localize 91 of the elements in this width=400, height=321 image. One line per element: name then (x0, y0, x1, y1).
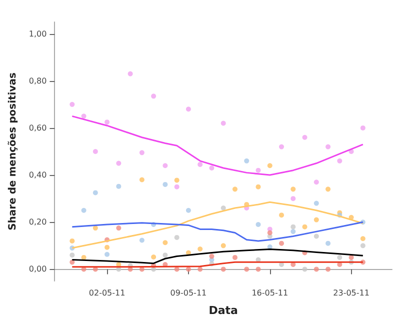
point (314, 266, 319, 272)
point (290, 224, 296, 230)
point (92, 190, 98, 196)
point (151, 94, 156, 99)
point (220, 266, 226, 272)
x-tick-label: 16-05-11 (252, 288, 288, 298)
point (162, 163, 168, 168)
point (256, 222, 261, 227)
y-tick-label: 0,00 (28, 264, 47, 274)
point (290, 186, 296, 192)
point (186, 266, 191, 272)
point (302, 266, 308, 272)
point (267, 163, 272, 168)
y-tick-label: 0,40 (28, 170, 47, 180)
point (209, 254, 214, 259)
point (232, 186, 238, 192)
y-tick-label: 1,00 (28, 29, 47, 38)
line-series (71, 221, 364, 242)
point (256, 266, 261, 272)
y-axis-title: Share de menções positivas (8, 72, 18, 230)
point (104, 244, 110, 250)
point (326, 186, 331, 192)
point (70, 260, 75, 265)
point (81, 254, 86, 260)
point (116, 226, 122, 231)
point (139, 238, 144, 243)
line-series (71, 201, 364, 249)
point (290, 196, 296, 202)
point (162, 240, 168, 246)
point (198, 246, 203, 252)
point (70, 102, 75, 107)
point (314, 180, 319, 185)
point (151, 254, 156, 260)
x-tick-label: 09-05-11 (170, 288, 207, 298)
point (162, 182, 168, 187)
point (314, 200, 319, 206)
x-tick-label: 23-05-11 (333, 288, 370, 298)
point (81, 208, 86, 213)
x-axis-title: Data (208, 304, 238, 317)
point (162, 252, 168, 258)
point (314, 234, 319, 239)
point (360, 243, 366, 248)
point (70, 238, 75, 244)
y-tick-label: 0,80 (28, 76, 47, 86)
point (337, 158, 342, 164)
point (209, 165, 214, 170)
point (326, 144, 331, 150)
point (220, 243, 226, 248)
point (326, 266, 331, 272)
point (360, 236, 366, 242)
point (290, 229, 296, 234)
point (244, 158, 250, 164)
point (326, 240, 331, 246)
point (139, 150, 144, 156)
point (279, 240, 284, 246)
point (198, 162, 203, 167)
point (174, 234, 180, 240)
point (302, 224, 308, 230)
point (116, 184, 122, 189)
point (186, 106, 191, 112)
point (70, 252, 75, 258)
point (198, 266, 203, 272)
point (314, 217, 319, 222)
point (81, 114, 86, 119)
y-tick-label: 0,60 (28, 123, 47, 132)
point (220, 120, 226, 126)
point (92, 226, 98, 231)
point (232, 254, 238, 260)
x-tick-label: 02-05-11 (88, 288, 126, 298)
point (267, 230, 272, 236)
point (92, 149, 98, 154)
point (104, 120, 110, 125)
point (128, 71, 133, 76)
point (348, 254, 354, 260)
point (104, 252, 110, 257)
point (256, 184, 261, 190)
point (279, 144, 284, 150)
point (279, 212, 284, 218)
point (220, 206, 226, 211)
point (360, 125, 366, 130)
point (256, 168, 261, 173)
point (337, 254, 342, 260)
line-series (71, 115, 364, 176)
point (302, 134, 308, 140)
point (186, 208, 191, 213)
point (244, 266, 250, 272)
point (174, 184, 180, 190)
y-tick-label: 0,20 (28, 218, 47, 227)
point (116, 160, 122, 166)
point (139, 177, 144, 182)
point (174, 178, 180, 183)
